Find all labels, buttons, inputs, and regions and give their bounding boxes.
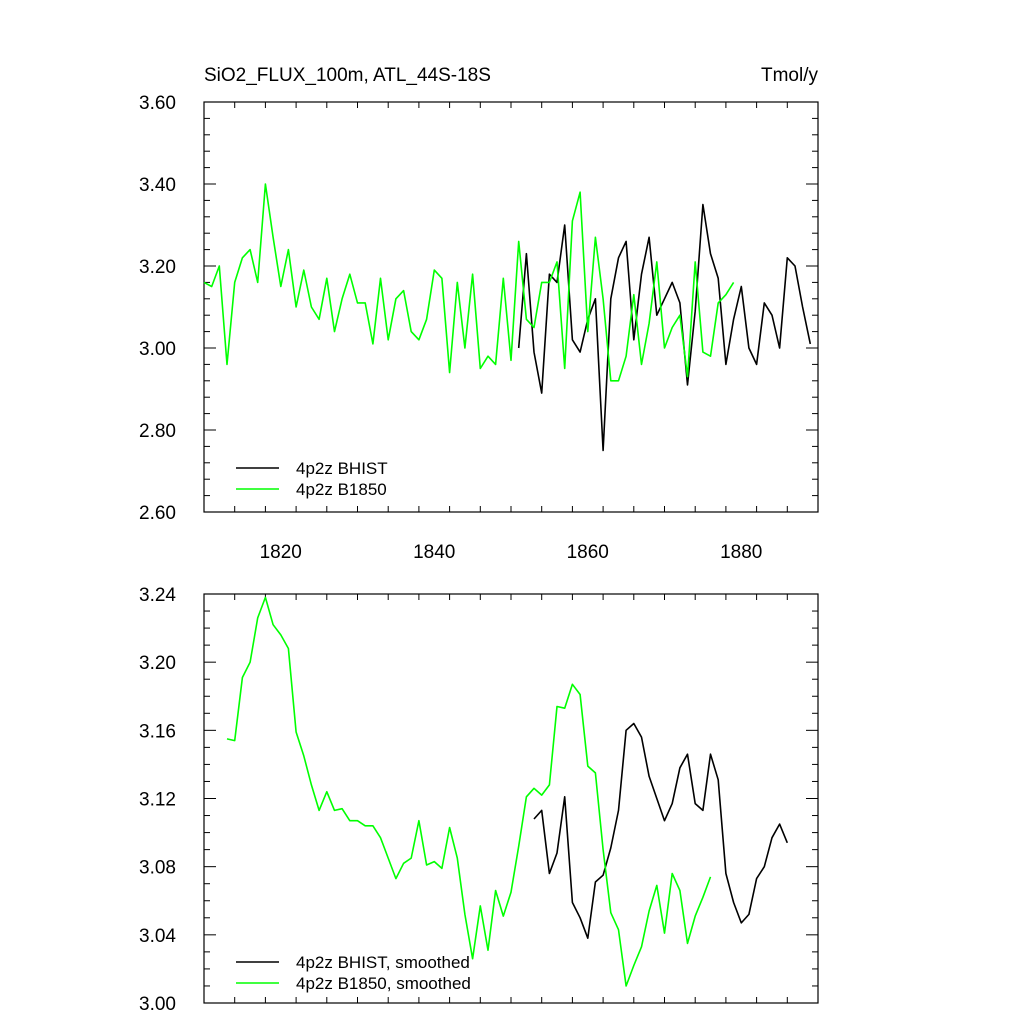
legend-label: 4p2z B1850 bbox=[296, 480, 387, 499]
series-line-2 bbox=[203, 183, 735, 382]
y-tick-label: 2.60 bbox=[139, 503, 176, 524]
series-line-1 bbox=[517, 203, 812, 452]
legend-label: 4p2z BHIST, smoothed bbox=[296, 953, 470, 972]
y-tick-label: 3.20 bbox=[139, 257, 176, 278]
y-tick-label: 3.60 bbox=[139, 93, 176, 114]
y-tick-label: 3.16 bbox=[139, 721, 176, 742]
series-line-1 bbox=[533, 722, 789, 940]
chart-panel-2: 3.00 3.04 3.08 3.12 3.16 3.20 3.24 4p2z BHIST, … bbox=[139, 585, 819, 1015]
x-tick-label: 1860 bbox=[567, 542, 609, 563]
chart-panel-1: 2.60 2.80 3.00 3.20 3.40 3.60 1820 1840 1860 1880… bbox=[139, 65, 819, 563]
y-tick-label: 3.12 bbox=[139, 790, 176, 811]
x-tick-label: 1820 bbox=[260, 542, 302, 563]
y-tick-label: 3.40 bbox=[139, 175, 176, 196]
y-tick-label: 2.80 bbox=[139, 421, 176, 442]
y-tick-label: 3.04 bbox=[139, 926, 176, 947]
x-tick-label: 1840 bbox=[413, 542, 455, 563]
units-label: Tmol/y bbox=[761, 65, 819, 86]
chart-title: SiO2_FLUX_100m, ATL_44S-18S bbox=[204, 65, 491, 86]
plot-frame bbox=[203, 593, 819, 1004]
series-line-2 bbox=[226, 596, 712, 987]
legend-label: 4p2z BHIST bbox=[296, 459, 388, 478]
legend-label: 4p2z B1850, smoothed bbox=[296, 974, 471, 993]
y-tick-label: 3.24 bbox=[139, 585, 176, 606]
y-tick-label: 3.08 bbox=[139, 858, 176, 879]
x-tick-label: 1880 bbox=[720, 542, 762, 563]
y-tick-label: 3.00 bbox=[139, 994, 176, 1015]
y-tick-label: 3.00 bbox=[139, 339, 176, 360]
y-tick-label: 3.20 bbox=[139, 653, 176, 674]
